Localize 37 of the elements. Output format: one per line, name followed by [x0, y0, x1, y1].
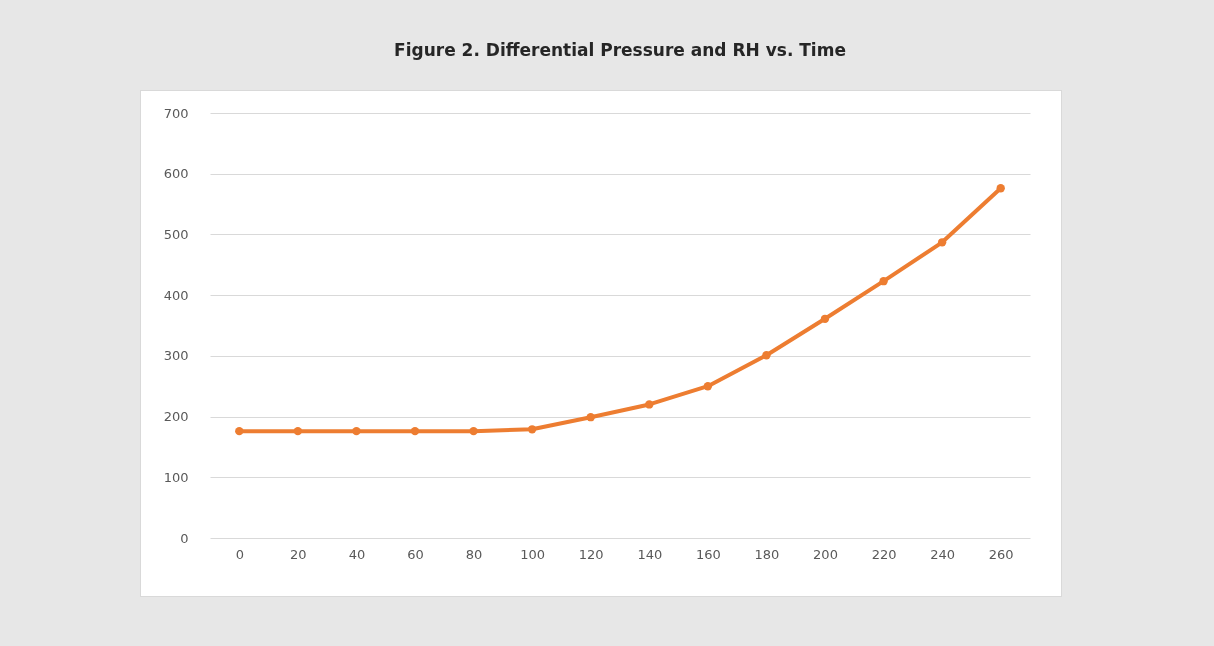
x-tick-label: 120	[578, 546, 604, 562]
point	[352, 426, 361, 436]
chart-title: Figure 2. Differential Pressure and RH vs. Time	[394, 40, 846, 60]
x-tick-label: 260	[988, 546, 1014, 562]
point	[235, 426, 244, 436]
x-tick-label: 20	[290, 546, 307, 562]
x-tick-label: 220	[871, 546, 897, 562]
y-tick-label: 400	[163, 287, 189, 303]
x-tick-label: 100	[520, 546, 546, 562]
point	[645, 400, 654, 409]
point	[586, 413, 595, 422]
point	[703, 382, 713, 391]
x-tick-label: 240	[930, 546, 956, 562]
point	[937, 238, 947, 247]
y-tick-label: 600	[163, 166, 189, 182]
y-tick-label: 0	[180, 530, 189, 546]
point	[469, 426, 478, 436]
x-tick-label: 140	[637, 546, 663, 562]
y-tick-label: 100	[163, 469, 189, 485]
point	[879, 277, 888, 286]
point	[410, 426, 420, 436]
x-tick-label: 160	[695, 546, 721, 562]
x-tick-label: 60	[407, 546, 424, 562]
y-tick-label: 200	[163, 409, 189, 425]
y-tick-label: 500	[163, 226, 189, 242]
point	[293, 426, 303, 436]
x-tick-label: 0	[235, 546, 244, 562]
x-tick-label: 80	[465, 546, 483, 562]
x-tick-label: 180	[754, 546, 780, 562]
x-tick-label: 200	[813, 546, 838, 562]
point	[820, 314, 830, 323]
y-tick-label: 700	[163, 105, 189, 121]
point	[527, 425, 537, 434]
point	[762, 351, 771, 360]
point	[996, 184, 1005, 193]
y-tick-label: 300	[163, 348, 189, 364]
x-tick-label: 40	[348, 546, 366, 562]
